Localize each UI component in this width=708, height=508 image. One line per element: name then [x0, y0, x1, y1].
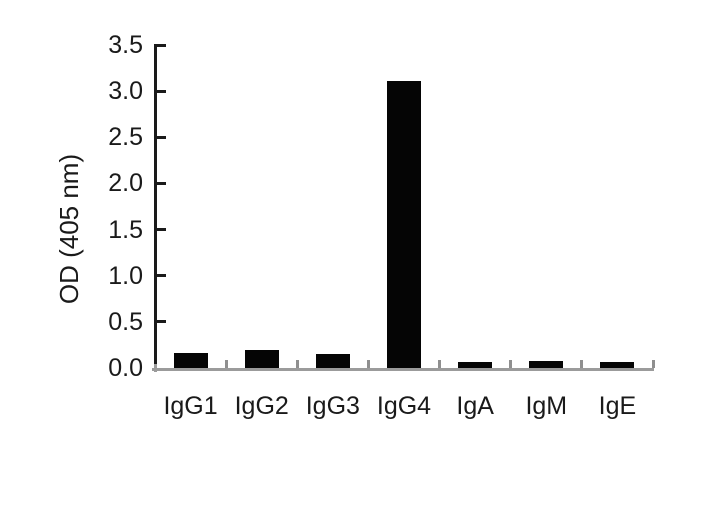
y-axis-tick	[156, 228, 166, 232]
y-tick-label: 3.5	[108, 31, 143, 59]
y-axis-tick	[156, 274, 166, 278]
x-axis-boundary-tick	[509, 360, 513, 368]
bar-IgG3	[315, 354, 350, 368]
x-category-label-IgG4: IgG4	[376, 392, 432, 420]
x-category-label-IgG1: IgG1	[163, 392, 218, 420]
x-axis-boundary-tick	[438, 360, 442, 368]
y-tick-label: 0.0	[108, 354, 143, 382]
y-tick-label: 0.5	[108, 307, 143, 336]
y-tick-label: 2.0	[108, 169, 143, 198]
y-axis-line	[153, 43, 157, 364]
bar-IgG1	[173, 353, 208, 368]
x-axis-boundary-tick	[366, 360, 370, 368]
x-axis-boundary-tick	[580, 360, 584, 368]
y-axis-tick	[156, 43, 166, 47]
x-category-label-IgM: IgM	[525, 392, 568, 420]
y-axis-tick	[156, 320, 166, 324]
x-axis-boundary-tick	[295, 360, 299, 368]
bar-IgA	[458, 362, 493, 368]
x-axis-line	[152, 368, 654, 371]
y-axis-line-bottom-segment	[153, 364, 157, 372]
y-axis-tick	[156, 89, 166, 93]
x-category-label-IgA: IgA	[456, 392, 494, 420]
y-axis-tick	[156, 135, 166, 139]
y-axis-tick	[156, 181, 166, 185]
bar-IgG2	[244, 350, 279, 368]
x-category-label-IgG2: IgG2	[234, 392, 289, 420]
y-tick-label: 1.5	[108, 215, 143, 244]
y-tick-label: 2.5	[108, 123, 143, 152]
bar-IgM	[529, 361, 564, 368]
x-category-label-IgG3: IgG3	[305, 392, 360, 420]
x-category-label-IgE: IgE	[598, 392, 637, 420]
x-axis-boundary-tick	[651, 360, 655, 368]
y-tick-label: 3.0	[108, 77, 143, 106]
x-axis-boundary-tick	[224, 360, 228, 368]
y-tick-label: 1.0	[108, 261, 143, 290]
bar-IgE	[600, 362, 635, 368]
bar-IgG4	[387, 81, 421, 368]
